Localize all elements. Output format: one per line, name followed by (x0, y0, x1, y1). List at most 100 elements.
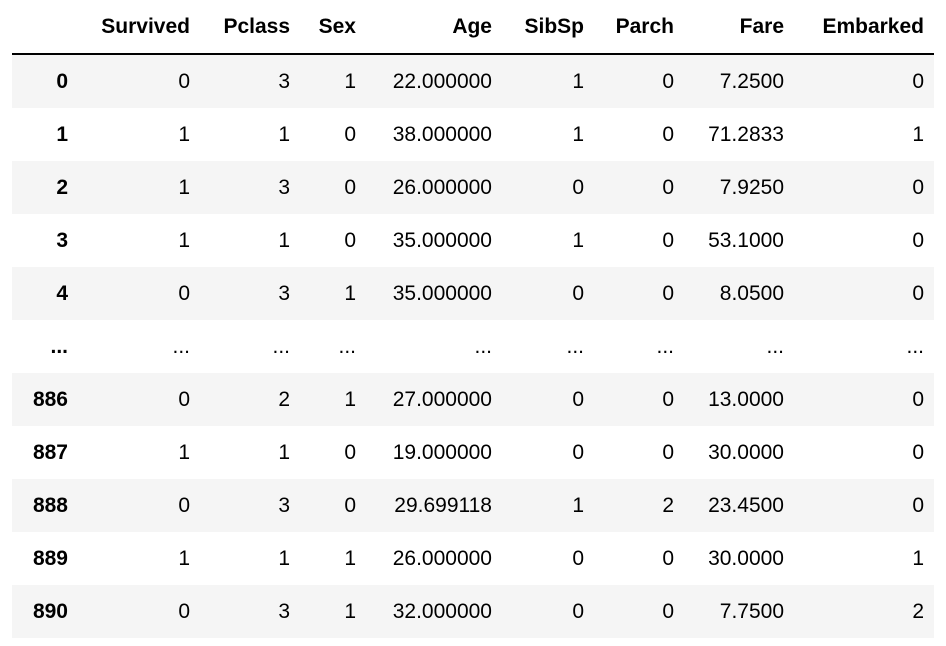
cell-fare: ... (766, 334, 784, 358)
row-index-cell: 888 (32, 493, 68, 517)
cell-survived: ... (172, 334, 190, 358)
cell-pclass: 3 (278, 69, 290, 93)
table-body: 0 0 3 1 22.000000 1 0 7.2500 0 1 1 1 0 38.000000 1 0 71.… (12, 54, 934, 638)
row-index-cell: 889 (32, 546, 68, 570)
cell-sex: 1 (344, 281, 356, 305)
cell-age: 32.000000 (392, 599, 492, 623)
cell-parch: ... (656, 334, 674, 358)
row-index-cell: ... (50, 334, 68, 358)
cell-embarked: 0 (912, 69, 924, 93)
table-row: 4 0 3 1 35.000000 0 0 8.0500 0 (12, 267, 934, 320)
cell-sex: ... (338, 334, 356, 358)
cell-embarked: 0 (912, 228, 924, 252)
cell-pclass: 3 (278, 599, 290, 623)
cell-fare: 53.1000 (708, 228, 784, 252)
cell-survived: 1 (178, 175, 190, 199)
cell-age: 38.000000 (392, 122, 492, 146)
cell-pclass: 3 (278, 281, 290, 305)
cell-age: 27.000000 (392, 387, 492, 411)
cell-fare: 7.7500 (719, 599, 784, 623)
column-header-pclass: Pclass (200, 0, 300, 55)
table-row: 888 0 3 0 29.699118 1 2 23.4500 0 (12, 479, 934, 532)
cell-parch: 0 (662, 546, 674, 570)
cell-age: ... (474, 334, 492, 358)
cell-sibsp: 1 (572, 122, 584, 146)
cell-embarked: 0 (912, 281, 924, 305)
cell-pclass: ... (272, 334, 290, 358)
cell-sex: 0 (344, 440, 356, 464)
cell-survived: 1 (178, 122, 190, 146)
cell-pclass: 3 (278, 175, 290, 199)
cell-sex: 0 (344, 175, 356, 199)
cell-fare: 13.0000 (708, 387, 784, 411)
cell-sex: 0 (344, 493, 356, 517)
cell-parch: 0 (662, 122, 674, 146)
cell-sibsp: 0 (572, 599, 584, 623)
cell-sibsp: ... (566, 334, 584, 358)
cell-sex: 0 (344, 228, 356, 252)
cell-pclass: 3 (278, 493, 290, 517)
cell-sibsp: 1 (572, 69, 584, 93)
cell-fare: 23.4500 (708, 493, 784, 517)
cell-age: 26.000000 (392, 546, 492, 570)
cell-parch: 0 (662, 599, 674, 623)
cell-parch: 0 (662, 281, 674, 305)
cell-pclass: 1 (278, 546, 290, 570)
cell-fare: 8.0500 (719, 281, 784, 305)
cell-survived: 0 (178, 69, 190, 93)
column-header-sibsp: SibSp (502, 0, 594, 55)
cell-embarked: 1 (912, 546, 924, 570)
cell-sex: 1 (344, 546, 356, 570)
column-header-parch: Parch (594, 0, 684, 55)
cell-age: 35.000000 (392, 281, 492, 305)
table-row: 886 0 2 1 27.000000 0 0 13.0000 0 (12, 373, 934, 426)
cell-sibsp: 1 (572, 493, 584, 517)
cell-embarked: 0 (912, 493, 924, 517)
cell-fare: 30.0000 (708, 546, 784, 570)
cell-survived: 0 (178, 387, 190, 411)
cell-sibsp: 0 (572, 440, 584, 464)
cell-sibsp: 0 (572, 546, 584, 570)
cell-sibsp: 0 (572, 387, 584, 411)
cell-fare: 71.2833 (708, 122, 784, 146)
column-header-age: Age (366, 0, 502, 55)
row-index-cell: 0 (56, 69, 68, 93)
cell-survived: 0 (178, 493, 190, 517)
cell-age: 26.000000 (392, 175, 492, 199)
cell-survived: 1 (178, 440, 190, 464)
row-index-cell: 890 (32, 599, 68, 623)
table-row: 890 0 3 1 32.000000 0 0 7.7500 2 (12, 585, 934, 638)
cell-parch: 0 (662, 440, 674, 464)
row-index-cell: 2 (56, 175, 68, 199)
cell-embarked: 0 (912, 175, 924, 199)
row-index-cell: 3 (56, 228, 68, 252)
table-row: ........................... (12, 320, 934, 373)
row-index-cell: 887 (32, 440, 68, 464)
cell-pclass: 1 (278, 228, 290, 252)
row-index-cell: 4 (56, 281, 68, 305)
cell-age: 35.000000 (392, 228, 492, 252)
table-row: 2 1 3 0 26.000000 0 0 7.9250 0 (12, 161, 934, 214)
cell-embarked: 0 (912, 387, 924, 411)
cell-fare: 30.0000 (708, 440, 784, 464)
cell-fare: 7.9250 (719, 175, 784, 199)
cell-pclass: 2 (278, 387, 290, 411)
cell-sibsp: 1 (572, 228, 584, 252)
column-header-survived: Survived (78, 0, 200, 55)
cell-parch: 0 (662, 175, 674, 199)
cell-sibsp: 0 (572, 281, 584, 305)
cell-parch: 0 (662, 387, 674, 411)
cell-survived: 0 (178, 599, 190, 623)
header-row: Survived Pclass Sex Age SibSp Parch Fare… (12, 0, 934, 55)
cell-survived: 1 (178, 546, 190, 570)
cell-age: 22.000000 (392, 69, 492, 93)
row-index-cell: 886 (32, 387, 68, 411)
cell-pclass: 1 (278, 440, 290, 464)
table-row: 1 1 1 0 38.000000 1 0 71.2833 1 (12, 108, 934, 161)
cell-embarked: 0 (912, 440, 924, 464)
cell-sibsp: 0 (572, 175, 584, 199)
cell-age: 19.000000 (392, 440, 492, 464)
cell-pclass: 1 (278, 122, 290, 146)
cell-parch: 0 (662, 69, 674, 93)
